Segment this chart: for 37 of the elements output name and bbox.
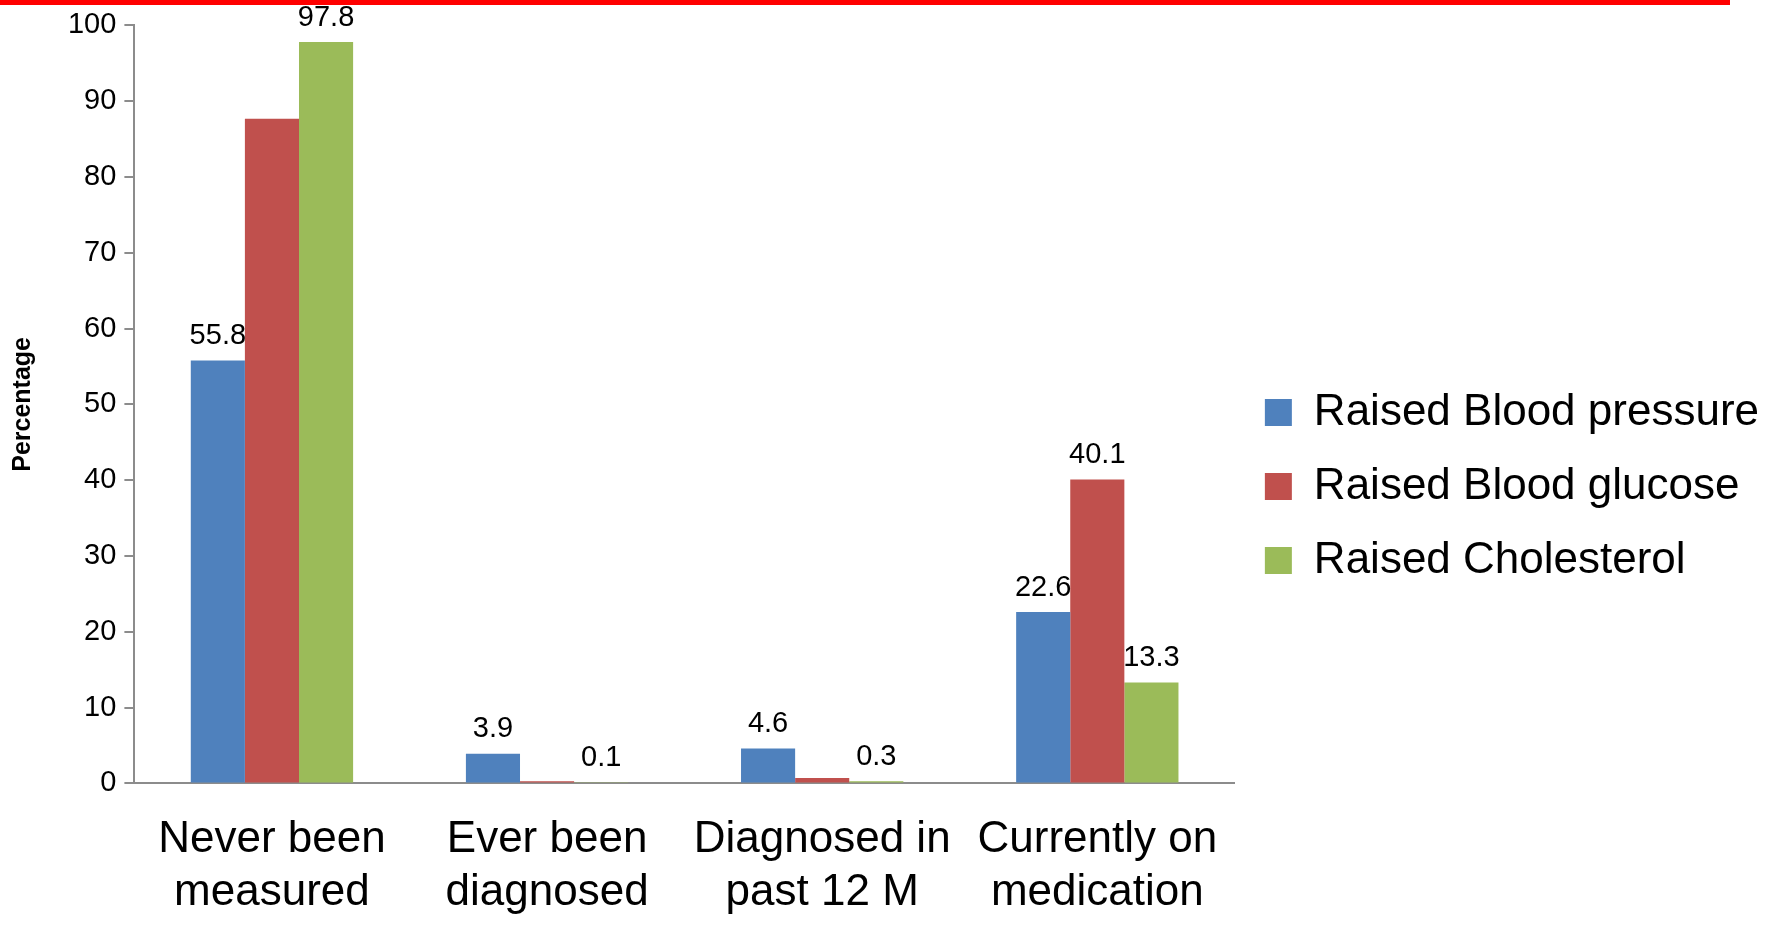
y-tick-label: 20 <box>84 613 117 646</box>
bar <box>465 753 521 783</box>
y-tick-label: 70 <box>84 234 117 267</box>
y-tick-label: 0 <box>100 765 117 798</box>
y-tick-label: 90 <box>84 83 117 116</box>
x-tick-label: Ever been diagnosed <box>445 811 649 914</box>
y-tick-label: 100 <box>67 7 117 40</box>
data-label: 4.6 <box>747 706 789 739</box>
y-axis-title: Percentage <box>6 336 35 472</box>
bar <box>244 118 299 783</box>
y-tick-label: 50 <box>84 386 117 419</box>
data-label: 0.1 <box>581 740 622 773</box>
bar <box>1070 479 1125 783</box>
data-label: 97.8 <box>297 0 355 32</box>
data-label: 0.3 <box>856 738 897 771</box>
bar <box>741 748 796 783</box>
data-label: 40.1 <box>1069 436 1126 469</box>
y-tick-label: 60 <box>84 310 117 343</box>
y-tick-label: 40 <box>84 462 117 495</box>
y-tick-label: 80 <box>84 159 117 191</box>
data-label: 3.9 <box>472 711 514 744</box>
legend-label: Raised Blood glucose <box>1313 458 1740 508</box>
data-label: 13.3 <box>1123 640 1180 673</box>
bar <box>1124 682 1179 783</box>
bar <box>190 360 245 783</box>
bar <box>299 42 354 783</box>
bar <box>795 778 850 783</box>
y-tick-label: 10 <box>84 689 117 722</box>
x-tick-label: Diagnosed in past 12 M <box>693 811 951 914</box>
legend-label: Raised Blood pressure <box>1313 384 1760 434</box>
legend-label: Raised Cholesterol <box>1313 532 1686 582</box>
data-label: 22.6 <box>1014 569 1072 602</box>
data-label: 55.8 <box>189 317 247 350</box>
y-tick-label: 30 <box>84 538 117 570</box>
x-tick-label: Currently on medication <box>977 811 1218 914</box>
bar <box>1016 612 1071 783</box>
x-tick-label: Never been measured <box>158 811 386 914</box>
